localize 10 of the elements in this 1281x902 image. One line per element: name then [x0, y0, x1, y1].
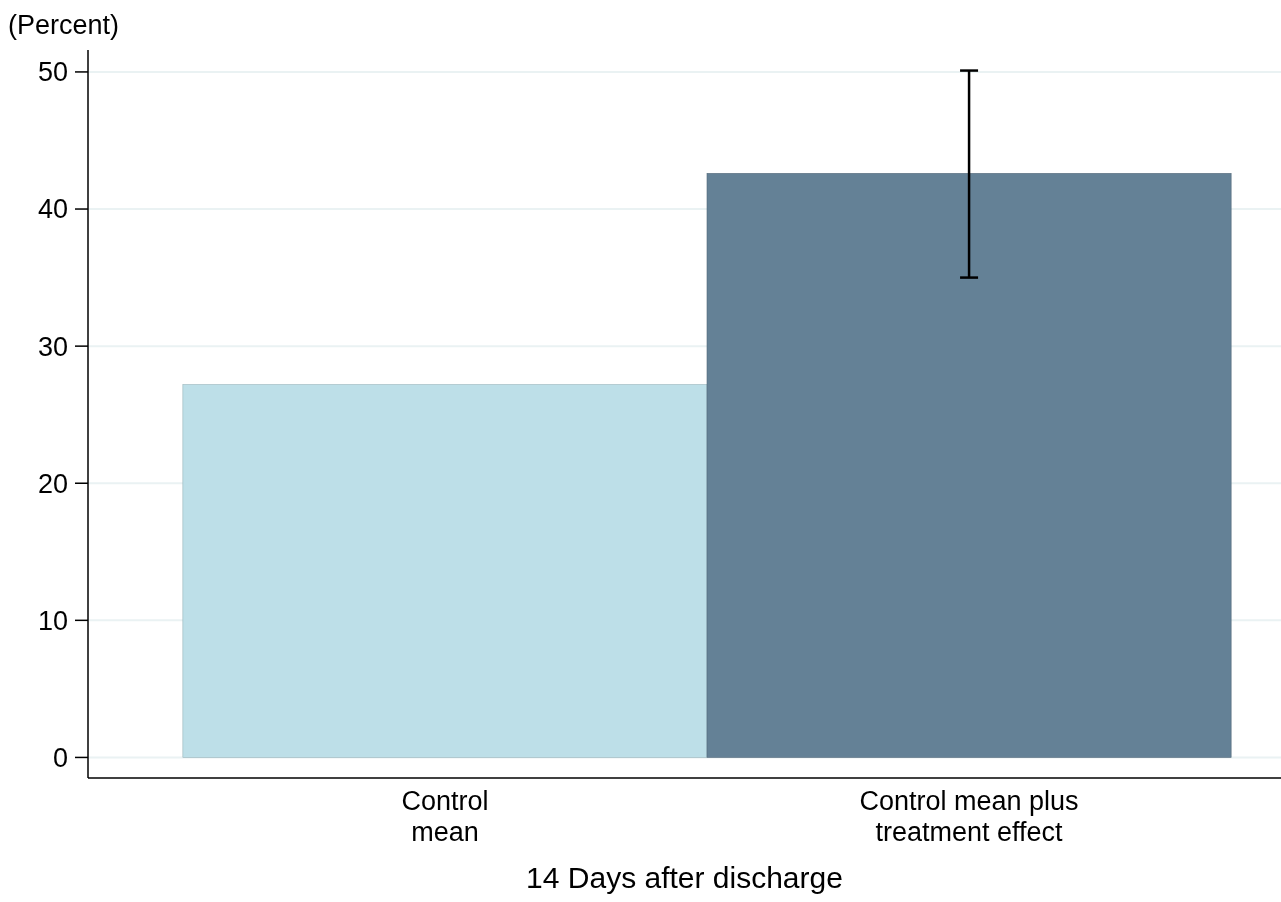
- y-tick-label: 0: [52, 742, 68, 773]
- y-tick-label: 10: [37, 605, 68, 636]
- y-tick-label: 20: [37, 468, 68, 499]
- x-tick-label: Control mean: [401, 786, 489, 847]
- x-axis-title: 14 Days after discharge: [526, 861, 843, 894]
- y-tick-label: 40: [37, 194, 68, 225]
- y-tick-label: 50: [37, 57, 68, 88]
- y-axis-title: (Percent): [8, 10, 120, 40]
- x-tick-label: Control mean plus treatment effect: [859, 786, 1079, 847]
- y-tick-label: 30: [37, 331, 68, 362]
